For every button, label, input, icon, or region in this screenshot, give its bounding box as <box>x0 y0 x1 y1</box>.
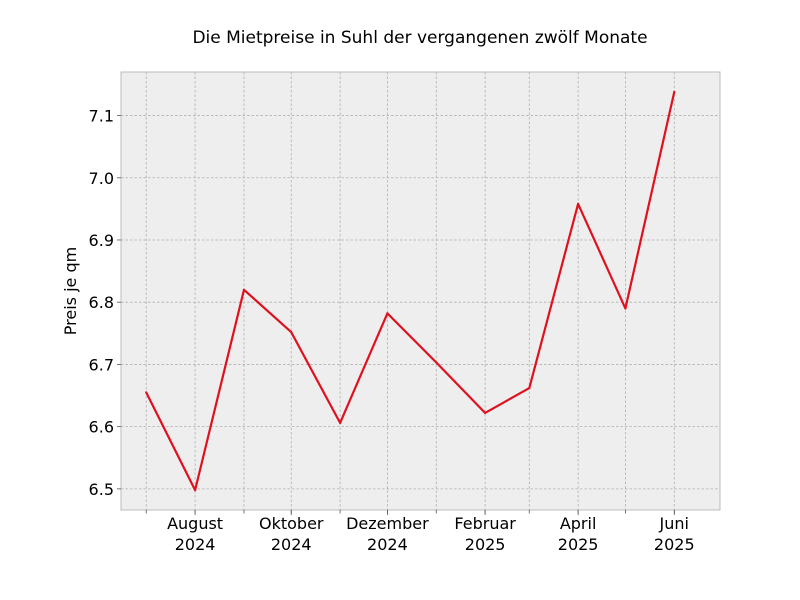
data-point <box>290 331 293 334</box>
data-point <box>624 307 627 310</box>
data-point <box>484 411 487 414</box>
data-point <box>242 288 246 291</box>
data-point <box>528 387 531 390</box>
y-tick-label: 6.8 <box>89 293 114 312</box>
y-tick-label: 7.0 <box>89 169 114 188</box>
x-tick-label: August 2024 <box>167 514 223 554</box>
data-point <box>339 421 342 424</box>
y-axis-label: Preis je qm <box>61 247 80 335</box>
chart-title: Die Mietpreise in Suhl der vergangenen z… <box>192 28 647 48</box>
y-tick-label: 6.7 <box>89 355 114 374</box>
grid <box>121 72 720 510</box>
y-tick-labels: 6.5 6.6 6.7 6.8 6.9 7.0 7.1 <box>89 107 114 499</box>
data-point <box>386 312 389 315</box>
tick-marks <box>117 115 675 515</box>
x-tick-label: Dezember 2024 <box>346 514 429 554</box>
series-line <box>145 91 676 492</box>
x-tick-label: Juni 2025 <box>654 514 695 554</box>
y-tick-label: 6.6 <box>89 418 114 437</box>
series-layer <box>145 90 676 492</box>
data-point <box>435 361 438 364</box>
y-tick-label: 6.9 <box>89 231 114 250</box>
plot-area <box>120 71 721 511</box>
x-tick-label: Februar 2025 <box>454 514 516 554</box>
y-tick-label: 7.1 <box>89 107 114 126</box>
x-tick-label: April 2025 <box>558 514 599 554</box>
x-tick-labels: August 2024 Oktober 2024 Dezember 2024 Februar… <box>167 514 695 554</box>
y-tick-label: 6.5 <box>89 480 114 499</box>
x-tick-label: Oktober 2024 <box>259 514 324 554</box>
data-point <box>194 489 197 492</box>
data-point <box>145 391 148 394</box>
data-point <box>673 90 676 93</box>
data-point <box>577 202 580 205</box>
